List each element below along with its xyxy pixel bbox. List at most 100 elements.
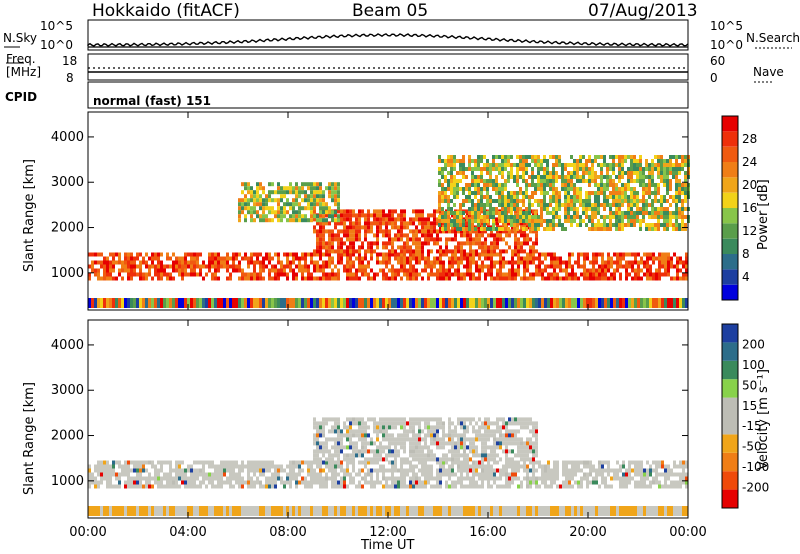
velocity-band-0-cell: [676, 464, 679, 469]
power-band-3-cell: [615, 187, 618, 191]
power-band-3-cell: [549, 227, 552, 231]
velocity-band-1-cell: [388, 433, 391, 438]
power-band-3-cell: [513, 215, 516, 219]
power-band-3-cell: [462, 199, 465, 203]
power-band-0-cell: [367, 260, 370, 265]
power-band-1-cell: [394, 249, 397, 254]
power-band-0-cell: [448, 260, 451, 265]
power-band-2-cell: [286, 218, 289, 223]
velocity-band-1-cell: [463, 437, 466, 442]
power-band-1-cell: [523, 229, 526, 234]
power-band-3-cell: [579, 191, 582, 195]
power-clutter-cell: [652, 298, 655, 308]
power-band-3-cell: [615, 183, 618, 187]
velocity-band-0-cell: [577, 480, 580, 485]
power-clutter-cell: [532, 298, 535, 308]
power-band-3-cell: [612, 179, 615, 183]
velocity-band-1-cell: [337, 417, 340, 422]
velocity-band-0-cell: [331, 464, 334, 469]
power-band-0-cell: [502, 260, 505, 265]
velocity-band-0-cell: [460, 464, 463, 469]
power-band-1-cell: [418, 209, 421, 214]
power-band-3-cell: [654, 207, 657, 211]
velocity-band-1-cell: [352, 433, 355, 438]
power-band-3-cell: [624, 171, 627, 175]
power-band-3-cell: [675, 199, 678, 203]
velocity-band-0-cell: [253, 464, 256, 469]
power-band-0-cell: [268, 260, 271, 265]
power-band-3-cell: [648, 179, 651, 183]
velocity-band-0-cell: [490, 472, 493, 477]
power-band-0-cell: [556, 260, 559, 265]
power-band-3-cell: [483, 187, 486, 191]
power-band-0-cell: [643, 264, 646, 269]
power-band-3-cell: [474, 179, 477, 183]
power-clutter-cell: [457, 298, 460, 308]
velocity-band-0-cell: [193, 484, 196, 489]
power-band-0-cell: [439, 264, 442, 269]
power-band-0-cell: [541, 276, 544, 281]
power-band-0-cell: [235, 264, 238, 269]
power-band-1-cell: [340, 229, 343, 234]
power-band-1-cell: [337, 237, 340, 242]
power-band-0-cell: [580, 252, 583, 257]
power-band-0-cell: [274, 264, 277, 269]
velocity-band-0-cell: [298, 460, 301, 465]
power-band-2-cell: [286, 210, 289, 215]
power-band-3-cell: [642, 167, 645, 171]
velocity-band-1-cell: [451, 449, 454, 454]
power-band-3-cell: [483, 183, 486, 187]
power-band-3-cell: [441, 215, 444, 219]
power-band-3-cell: [558, 175, 561, 179]
power-band-3-cell: [555, 187, 558, 191]
velocity-band-0-cell: [409, 476, 412, 481]
velocity-band-0-cell: [313, 476, 316, 481]
power-band-0-cell: [259, 264, 262, 269]
power-band-3-cell: [675, 187, 678, 191]
power-band-3-cell: [630, 155, 633, 159]
power-band-0-cell: [445, 252, 448, 257]
power-band-1-cell: [460, 249, 463, 254]
velocity-band-0-cell: [514, 476, 517, 481]
power-band-1-cell: [397, 217, 400, 222]
power-band-1-cell: [460, 229, 463, 234]
velocity-band-0-cell: [508, 484, 511, 489]
velocity-band-1-cell: [430, 425, 433, 430]
power-clutter-cell: [262, 298, 265, 308]
power-band-1-cell: [370, 213, 373, 218]
power-band-0-cell: [106, 260, 109, 265]
power-band-2-cell: [274, 198, 277, 203]
velocity-band-0-cell: [205, 484, 208, 489]
velocity-band-1-cell: [484, 445, 487, 450]
power-band-1-cell: [358, 229, 361, 234]
power-band-3-cell: [579, 223, 582, 227]
power-band-0-cell: [301, 268, 304, 273]
velocity-band-1-cell: [493, 445, 496, 450]
power-band-0-cell: [250, 252, 253, 257]
velocity-band-0-cell: [514, 464, 517, 469]
velocity-band-1-cell: [373, 421, 376, 426]
velocity-band-0-cell: [433, 476, 436, 481]
velocity-band-1-cell: [469, 417, 472, 422]
power-band-0-cell: [235, 256, 238, 261]
power-band-0-cell: [139, 272, 142, 277]
power-band-3-cell: [504, 187, 507, 191]
power-band-3-cell: [462, 223, 465, 227]
power-band-1-cell: [385, 241, 388, 246]
power-band-3-cell: [474, 207, 477, 211]
power-band-3-cell: [618, 167, 621, 171]
power-band-3-cell: [519, 207, 522, 211]
power-clutter-cell: [472, 298, 475, 308]
velocity-band-1-cell: [418, 425, 421, 430]
power-band-1-cell: [364, 233, 367, 238]
power-band-2-cell: [277, 202, 280, 207]
power-band-3-cell: [486, 199, 489, 203]
velocity-band-1-cell: [376, 425, 379, 430]
power-band-0-cell: [379, 252, 382, 257]
velocity-band-1-cell: [337, 437, 340, 442]
velocity-band-1-cell: [490, 421, 493, 426]
velocity-band-0-cell: [469, 476, 472, 481]
power-band-3-cell: [603, 163, 606, 167]
power-band-1-cell: [367, 213, 370, 218]
velocity-band-0-cell: [259, 484, 262, 489]
